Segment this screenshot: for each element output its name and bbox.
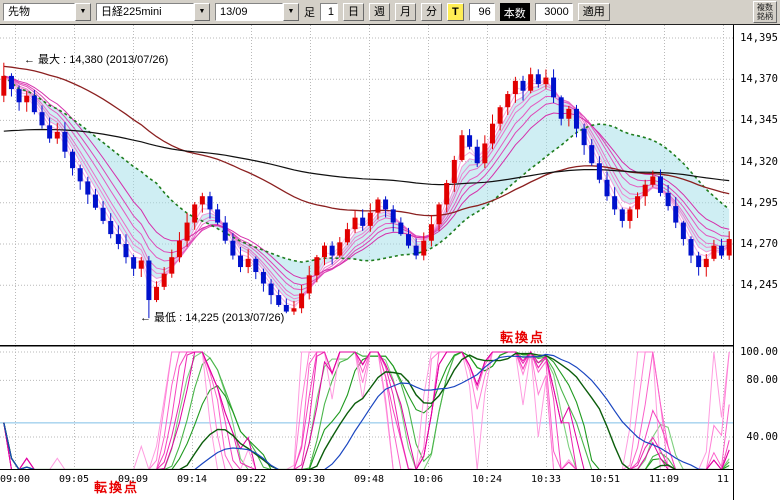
chart-canvas[interactable] bbox=[0, 25, 733, 470]
price-tick-label: 14,370 bbox=[740, 73, 778, 86]
turning-point-label-sub: 転換点 bbox=[94, 480, 140, 495]
contract-month-select[interactable]: 13/09 ▼ bbox=[215, 3, 299, 21]
instrument-type-select[interactable]: 先物 ▼ bbox=[3, 3, 91, 21]
price-tick-label: 14,395 bbox=[740, 32, 778, 44]
time-tick-label: 09:09 bbox=[117, 474, 149, 485]
price-tick-label: 14,245 bbox=[740, 279, 778, 292]
bar-count-label: 本数 bbox=[499, 3, 530, 21]
time-tick-label: 10:06 bbox=[412, 474, 444, 485]
time-tick-label: 11:09 bbox=[648, 474, 680, 485]
time-tick-label: 09:48 bbox=[353, 474, 385, 485]
period-day-button[interactable]: 日 bbox=[343, 3, 364, 21]
time-tick-label: 09:22 bbox=[235, 474, 267, 485]
time-tick-label: 09:30 bbox=[294, 474, 326, 485]
tick-count-input[interactable]: 96 bbox=[468, 3, 495, 21]
time-tick-label: 09:05 bbox=[58, 474, 90, 485]
instrument-select[interactable]: 日経225mini ▼ bbox=[96, 3, 210, 21]
time-tick-label: 10:24 bbox=[471, 474, 503, 485]
time-tick-label: 09:14 bbox=[176, 474, 208, 485]
chevron-down-icon[interactable]: ▼ bbox=[283, 3, 299, 21]
period-minute-button[interactable]: 分 bbox=[421, 3, 442, 21]
tick-mode-button[interactable]: T bbox=[447, 3, 464, 21]
osc-tick-label: 40.00 bbox=[746, 431, 778, 443]
time-tick-label: 10:33 bbox=[530, 474, 562, 485]
contract-month-value[interactable]: 13/09 bbox=[215, 3, 283, 21]
session-low-note: ← 最低 : 14,225 (2013/07/26) bbox=[140, 312, 285, 324]
bar-type-label: 足 bbox=[304, 7, 315, 19]
period-month-button[interactable]: 月 bbox=[395, 3, 416, 21]
price-axis: 14,395 14,370 14,345 14,320 14,295 14,270 14,2… bbox=[733, 25, 780, 500]
chevron-down-icon[interactable]: ▼ bbox=[75, 3, 91, 21]
bar-count-input[interactable]: 3000 bbox=[534, 3, 573, 21]
multi-symbol-button[interactable]: 複数 銘柄 bbox=[753, 1, 777, 23]
instrument-value[interactable]: 日経225mini bbox=[96, 3, 194, 21]
chevron-down-icon[interactable]: ▼ bbox=[194, 3, 210, 21]
period-week-button[interactable]: 週 bbox=[369, 3, 390, 21]
toolbar: 先物 ▼ 日経225mini ▼ 13/09 ▼ 足 1 日 週 月 分 T 9… bbox=[0, 0, 780, 25]
session-high-note: ← 最大 : 14,380 (2013/07/26) bbox=[24, 54, 169, 66]
turning-point-label-main: 転換点 bbox=[500, 330, 546, 345]
time-tick-label: 11 bbox=[716, 474, 730, 485]
multi-symbol-label-line2: 銘柄 bbox=[757, 12, 773, 21]
time-tick-label: 10:51 bbox=[589, 474, 621, 485]
price-tick-label: 14,295 bbox=[740, 196, 778, 209]
time-tick-label: 09:00 bbox=[0, 474, 31, 485]
multi-symbol-label-line1: 複数 bbox=[757, 3, 773, 12]
price-tick-label: 14,345 bbox=[740, 114, 778, 127]
instrument-type-value[interactable]: 先物 bbox=[3, 3, 75, 21]
price-tick-label: 14,320 bbox=[740, 155, 778, 168]
osc-tick-label: 80.00 bbox=[746, 374, 778, 387]
osc-tick-label: 100.00 bbox=[740, 346, 778, 358]
time-axis: 09:00 09:05 09:09 09:14 09:22 09:30 09:48 10:06… bbox=[0, 470, 733, 500]
minute-input[interactable]: 1 bbox=[320, 3, 338, 21]
price-tick-label: 14,270 bbox=[740, 238, 778, 250]
apply-button[interactable]: 適用 bbox=[577, 3, 610, 21]
chart-area[interactable]: 09:00 09:05 09:09 09:14 09:22 09:30 09:48 10:06… bbox=[0, 25, 733, 500]
